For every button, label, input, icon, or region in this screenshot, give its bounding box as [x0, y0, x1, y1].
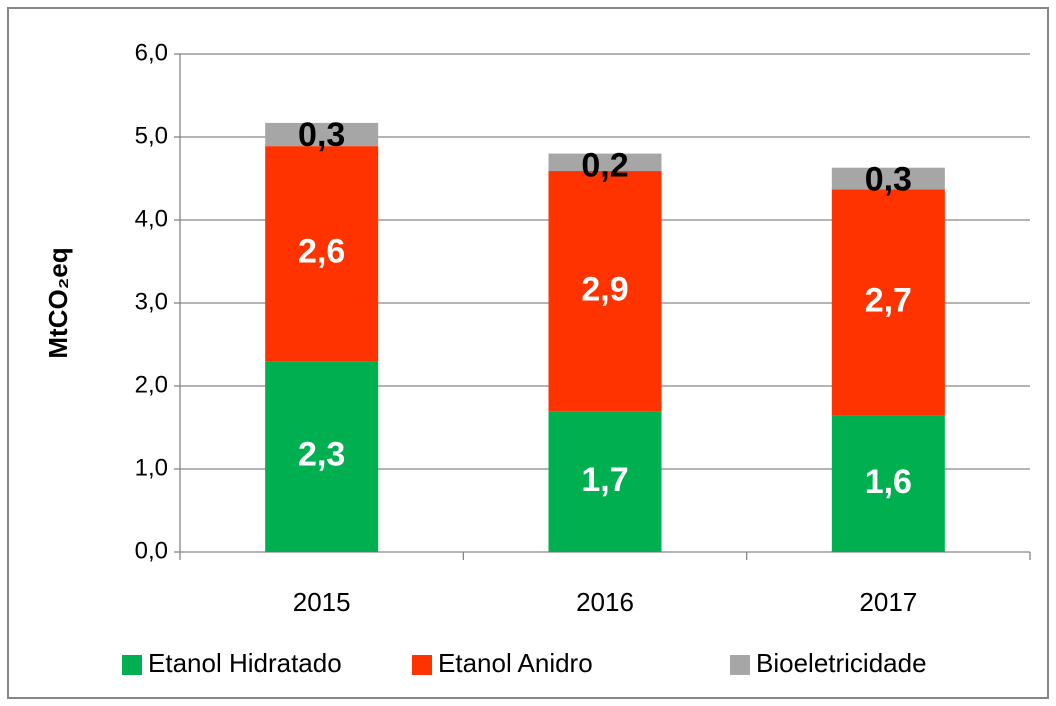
y-tick-label: 3,0	[135, 288, 168, 315]
bar-segment	[265, 146, 379, 362]
bar-segment	[265, 122, 379, 147]
legend-swatch	[412, 655, 432, 675]
data-label: 2,7	[865, 282, 912, 320]
bar-segment	[548, 153, 662, 172]
bar-segment	[831, 167, 945, 190]
y-tick-label: 4,0	[135, 205, 168, 232]
bar-segment	[265, 361, 379, 552]
x-tick-label: 2017	[859, 587, 917, 617]
y-tick-label: 0,0	[135, 537, 168, 564]
data-label: 0,3	[298, 116, 345, 154]
data-label: 2,9	[581, 270, 628, 308]
bar-segment	[831, 415, 945, 552]
y-tick-label: 2,0	[135, 371, 168, 398]
data-label: 0,2	[581, 147, 628, 185]
legend-label: Etanol Hidratado	[148, 648, 342, 678]
x-tick-label: 2016	[576, 587, 634, 617]
y-axis-label: MtCO₂eq	[43, 247, 73, 358]
legend-label: Etanol Anidro	[438, 648, 593, 678]
data-label: 1,6	[865, 463, 912, 501]
x-tick-label: 2015	[293, 587, 351, 617]
data-label: 1,7	[581, 461, 628, 499]
y-tick-label: 6,0	[135, 39, 168, 66]
legend-label: Bioeletricidade	[756, 648, 927, 678]
y-tick-label: 5,0	[135, 122, 168, 149]
data-label: 0,3	[865, 161, 912, 199]
bar-segment	[548, 411, 662, 552]
bar-segment	[548, 171, 662, 412]
legend-swatch	[730, 655, 750, 675]
y-tick-label: 1,0	[135, 454, 168, 481]
legend-swatch	[122, 655, 142, 675]
data-label: 2,3	[298, 436, 345, 474]
bar-segment	[831, 189, 945, 416]
data-label: 2,6	[298, 233, 345, 271]
